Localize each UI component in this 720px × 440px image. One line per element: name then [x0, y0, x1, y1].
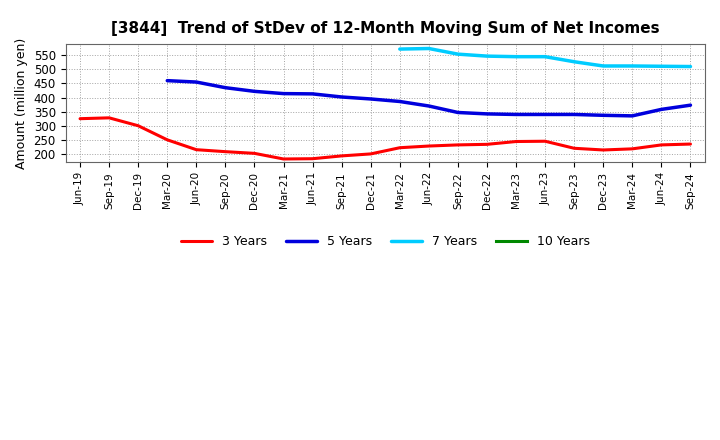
3 Years [134, 123, 143, 128]
5 Years [541, 112, 549, 117]
5 Years [628, 113, 636, 118]
Line: 3 Years: 3 Years [80, 118, 690, 159]
3 Years [279, 156, 288, 161]
5 Years [512, 112, 521, 117]
7 Years [425, 46, 433, 51]
Title: [3844]  Trend of StDev of 12-Month Moving Sum of Net Incomes: [3844] Trend of StDev of 12-Month Moving… [111, 21, 660, 36]
5 Years [192, 79, 201, 84]
7 Years [454, 51, 462, 57]
5 Years [657, 107, 666, 112]
3 Years [686, 141, 695, 147]
3 Years [570, 146, 578, 151]
3 Years [395, 145, 404, 150]
5 Years [686, 103, 695, 108]
3 Years [105, 115, 114, 121]
7 Years [628, 63, 636, 69]
7 Years [541, 54, 549, 59]
3 Years [541, 139, 549, 144]
3 Years [76, 116, 84, 121]
Y-axis label: Amount (million yen): Amount (million yen) [15, 37, 28, 169]
5 Years [366, 96, 375, 102]
7 Years [395, 47, 404, 52]
3 Years [599, 147, 608, 153]
5 Years [221, 85, 230, 90]
3 Years [454, 142, 462, 147]
5 Years [279, 91, 288, 96]
5 Years [482, 111, 491, 117]
5 Years [454, 110, 462, 115]
3 Years [425, 143, 433, 149]
7 Years [512, 54, 521, 59]
3 Years [308, 156, 317, 161]
3 Years [512, 139, 521, 144]
3 Years [628, 146, 636, 151]
5 Years [338, 94, 346, 99]
3 Years [657, 142, 666, 147]
Legend: 3 Years, 5 Years, 7 Years, 10 Years: 3 Years, 5 Years, 7 Years, 10 Years [176, 230, 595, 253]
Line: 7 Years: 7 Years [400, 48, 690, 66]
5 Years [308, 91, 317, 96]
3 Years [192, 147, 201, 152]
3 Years [163, 137, 171, 143]
3 Years [338, 153, 346, 158]
3 Years [250, 151, 258, 156]
7 Years [570, 59, 578, 64]
7 Years [599, 63, 608, 69]
5 Years [570, 112, 578, 117]
3 Years [482, 142, 491, 147]
3 Years [366, 151, 375, 157]
7 Years [482, 54, 491, 59]
3 Years [221, 149, 230, 154]
5 Years [425, 103, 433, 109]
7 Years [657, 64, 666, 69]
5 Years [395, 99, 404, 104]
5 Years [163, 78, 171, 83]
5 Years [250, 89, 258, 94]
5 Years [599, 113, 608, 118]
7 Years [686, 64, 695, 69]
Line: 5 Years: 5 Years [167, 81, 690, 116]
